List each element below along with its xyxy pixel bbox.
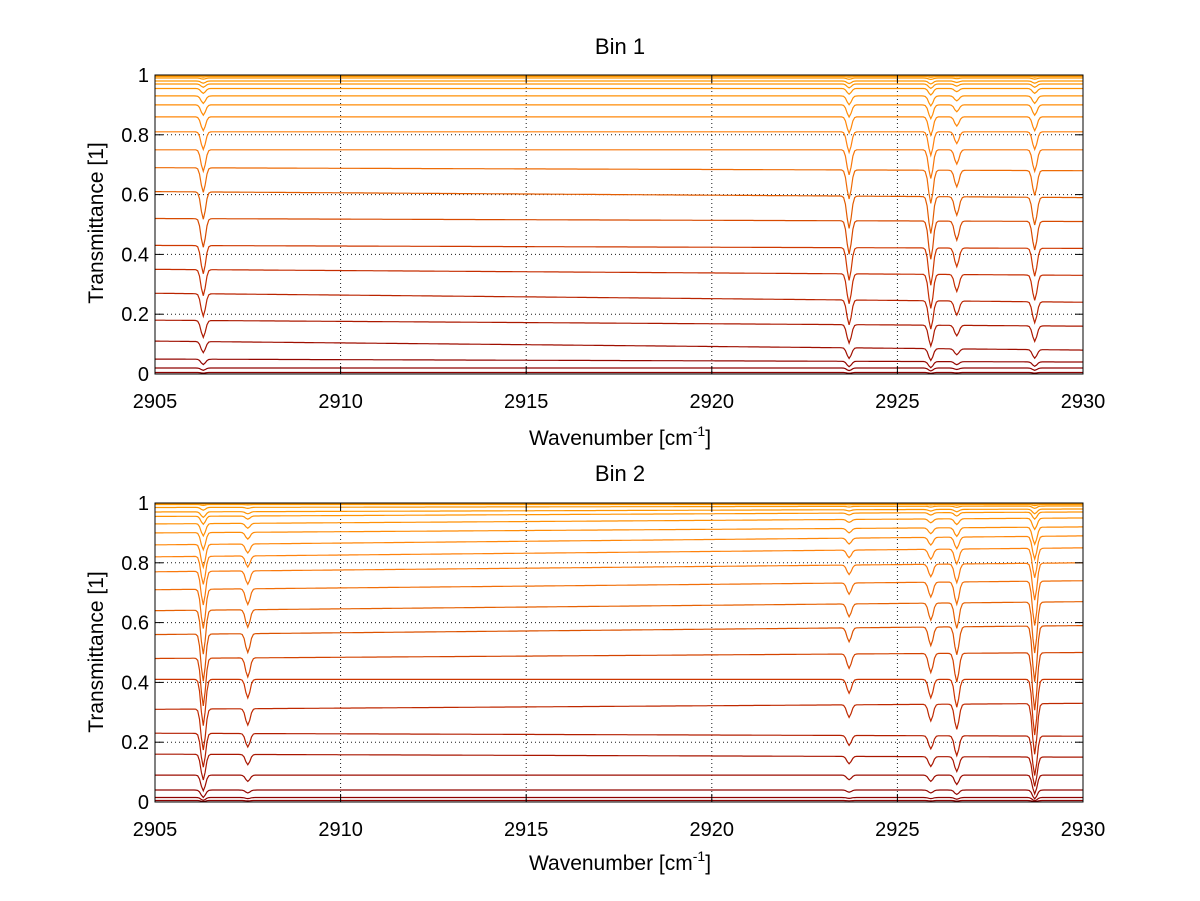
y-tick-label: 0.2: [121, 732, 149, 754]
x-tick-label: 2925: [875, 391, 920, 413]
x-axis-label: Wavenumber [cm-1]: [529, 848, 711, 875]
series-line: [155, 80, 1083, 85]
series-line: [155, 732, 1083, 776]
y-tick-label: 0.8: [121, 553, 149, 575]
series-line: [155, 753, 1083, 787]
series-line: [155, 367, 1083, 372]
x-axis-label-sup: -1: [693, 848, 706, 864]
series-line: [155, 508, 1083, 519]
series-line: [155, 678, 1083, 736]
y-tick-label: 1: [138, 493, 149, 515]
series-group: [154, 503, 1084, 803]
series-line: [155, 340, 1083, 362]
x-tick-label: 2920: [690, 391, 735, 413]
series-line: [155, 149, 1083, 179]
series-line: [154, 625, 1083, 682]
y-tick-label: 0.4: [121, 672, 149, 694]
chart-bin-1: Bin 1 Transmittance [1] Wavenumber [cm-1…: [85, 34, 1105, 450]
series-line: [155, 87, 1083, 96]
x-tick-label: 2920: [690, 819, 735, 841]
series-line: [155, 702, 1083, 755]
series-line: [155, 244, 1083, 286]
x-axis-label-close: ]: [705, 852, 711, 875]
series-line: [155, 167, 1083, 204]
series-line: [155, 503, 1083, 507]
x-axis-label-close: ]: [705, 427, 711, 450]
x-tick-label: 2930: [1061, 391, 1106, 413]
y-tick-label: 0.6: [121, 185, 149, 207]
series-line: [154, 535, 1083, 570]
series-line: [155, 580, 1084, 629]
x-tick-label: 2925: [875, 819, 920, 841]
chart-title: Bin 1: [595, 34, 645, 59]
grid-lines: [155, 503, 1083, 802]
series-line: [155, 503, 1083, 505]
series-line: [155, 601, 1083, 655]
y-axis-label: Transmittance [1]: [85, 571, 108, 732]
series-line: [155, 796, 1083, 802]
x-axis-label-main: Wavenumber [cm: [529, 852, 693, 875]
series-line: [155, 191, 1083, 234]
series-line: [154, 511, 1083, 526]
series-line: [155, 358, 1083, 369]
series-line: [155, 651, 1083, 711]
series-line: [155, 319, 1084, 349]
series-line: [155, 83, 1083, 90]
series-line: [155, 77, 1083, 81]
series-line: [155, 517, 1083, 538]
series-line: [155, 799, 1083, 803]
x-axis-label: Wavenumber [cm-1]: [529, 423, 711, 450]
series-line: [155, 268, 1083, 309]
y-tick-label: 0: [138, 364, 149, 386]
x-tick-label: 2910: [318, 819, 363, 841]
series-line: [155, 547, 1083, 585]
y-tick-label: 0.2: [121, 304, 149, 326]
series-line: [155, 75, 1083, 78]
series-line: [155, 104, 1083, 121]
x-tick-label: 2905: [133, 391, 178, 413]
chart-bin-2: Bin 2 Transmittance [1] Wavenumber [cm-1…: [85, 461, 1105, 875]
series-line: [155, 774, 1083, 796]
series-line: [155, 789, 1083, 800]
series-line: [155, 526, 1083, 552]
x-axis-label-sup: -1: [693, 423, 706, 439]
y-tick-label: 0.8: [121, 125, 149, 147]
axis-ticks: 2905 2910 2915 2920 2925 2930 0 0.2 0.4 0.6 0.8 1: [121, 65, 1105, 413]
plot-frame: [154, 74, 1084, 375]
plot-frame: [154, 502, 1084, 803]
x-tick-label: 2915: [504, 391, 549, 413]
series-line: [155, 371, 1083, 374]
series-line: [155, 562, 1083, 606]
y-tick-label: 1: [138, 65, 149, 87]
series-group: [155, 75, 1084, 374]
x-axis-label-main: Wavenumber [cm: [529, 427, 693, 450]
x-tick-label: 2930: [1061, 819, 1106, 841]
grid-lines: [155, 75, 1083, 374]
series-line: [155, 131, 1083, 158]
series-line: [155, 116, 1083, 138]
axis-ticks: 2905 2910 2915 2920 2925 2930 0 0.2 0.4 0.6 0.8 1: [121, 493, 1105, 841]
x-tick-label: 2915: [504, 819, 549, 841]
y-tick-label: 0: [138, 792, 149, 814]
series-line: [155, 292, 1083, 330]
series-line: [155, 505, 1083, 511]
x-tick-label: 2910: [318, 391, 363, 413]
chart-title: Bin 2: [595, 461, 645, 486]
y-tick-label: 0.6: [121, 613, 149, 635]
series-line: [155, 95, 1083, 108]
x-tick-label: 2905: [133, 819, 178, 841]
y-tick-label: 0.4: [121, 244, 149, 266]
y-axis-label: Transmittance [1]: [85, 142, 108, 303]
series-line: [155, 217, 1083, 260]
